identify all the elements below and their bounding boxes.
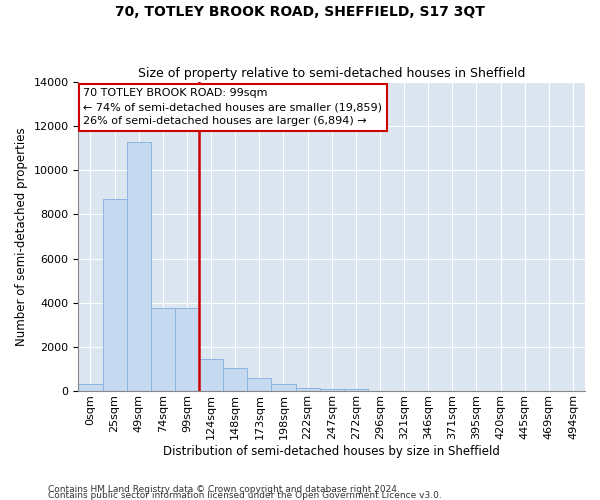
Bar — [151, 308, 175, 391]
Bar — [344, 389, 368, 391]
Bar — [296, 388, 320, 391]
Bar — [103, 199, 127, 391]
X-axis label: Distribution of semi-detached houses by size in Sheffield: Distribution of semi-detached houses by … — [163, 444, 500, 458]
Bar — [247, 378, 271, 391]
Bar — [175, 308, 199, 391]
Text: 70 TOTLEY BROOK ROAD: 99sqm
← 74% of semi-detached houses are smaller (19,859)
2: 70 TOTLEY BROOK ROAD: 99sqm ← 74% of sem… — [83, 88, 382, 126]
Bar — [223, 368, 247, 391]
Bar — [320, 389, 344, 391]
Text: 70, TOTLEY BROOK ROAD, SHEFFIELD, S17 3QT: 70, TOTLEY BROOK ROAD, SHEFFIELD, S17 3Q… — [115, 5, 485, 19]
Text: Contains public sector information licensed under the Open Government Licence v3: Contains public sector information licen… — [48, 490, 442, 500]
Text: Contains HM Land Registry data © Crown copyright and database right 2024.: Contains HM Land Registry data © Crown c… — [48, 484, 400, 494]
Bar — [127, 142, 151, 391]
Bar — [271, 384, 296, 391]
Bar — [199, 359, 223, 391]
Bar — [79, 384, 103, 391]
Y-axis label: Number of semi-detached properties: Number of semi-detached properties — [15, 127, 28, 346]
Title: Size of property relative to semi-detached houses in Sheffield: Size of property relative to semi-detach… — [138, 66, 526, 80]
